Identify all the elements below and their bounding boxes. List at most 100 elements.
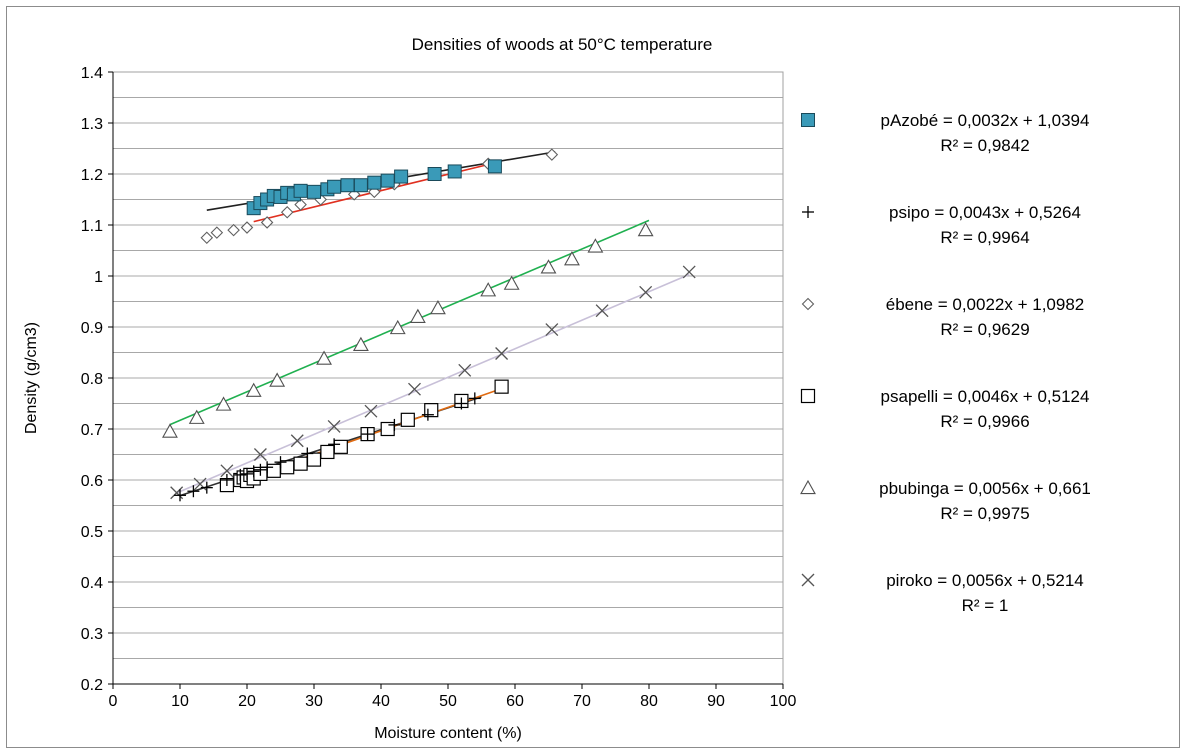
legend-marker-5 bbox=[801, 573, 815, 587]
y-tick-label: 0.4 bbox=[81, 575, 103, 592]
data-point-2 bbox=[545, 148, 559, 161]
x-tick-label: 70 bbox=[573, 693, 591, 710]
data-point-1 bbox=[468, 392, 481, 405]
data-point-4 bbox=[188, 409, 205, 424]
data-point-3 bbox=[494, 379, 509, 394]
data-point-1 bbox=[261, 461, 274, 474]
data-point-0 bbox=[327, 179, 342, 194]
data-point-3 bbox=[293, 456, 308, 471]
chart-frame bbox=[6, 6, 1180, 748]
data-point-0 bbox=[487, 159, 502, 174]
legend-r-squared: R² = 0,9964 bbox=[940, 228, 1029, 247]
data-point-4 bbox=[540, 259, 557, 274]
data-point-0 bbox=[367, 175, 382, 190]
data-point-5 bbox=[364, 404, 378, 418]
data-point-1 bbox=[174, 489, 186, 502]
data-point-2 bbox=[280, 205, 294, 219]
y-tick-label: 1.2 bbox=[81, 167, 103, 184]
legend-r-squared: R² = 1 bbox=[962, 596, 1009, 615]
data-point-4 bbox=[564, 251, 580, 266]
legend-marker-0 bbox=[801, 113, 815, 127]
legend-marker-4 bbox=[800, 479, 816, 495]
data-point-1 bbox=[200, 481, 213, 494]
legend-r-squared: R² = 0,9842 bbox=[940, 136, 1029, 155]
data-point-4 bbox=[352, 336, 369, 352]
data-point-3 bbox=[333, 439, 348, 454]
data-point-4 bbox=[409, 308, 426, 323]
data-point-4 bbox=[215, 396, 232, 411]
data-point-4 bbox=[269, 372, 286, 387]
data-point-3 bbox=[320, 444, 335, 460]
data-point-1 bbox=[455, 397, 468, 410]
x-tick-label: 0 bbox=[109, 693, 118, 710]
y-tick-label: 0.5 bbox=[81, 524, 103, 541]
legend-marker-2 bbox=[801, 297, 815, 311]
data-point-5 bbox=[495, 347, 509, 360]
data-point-4 bbox=[503, 275, 520, 290]
data-point-1 bbox=[274, 456, 287, 469]
data-points bbox=[162, 148, 696, 502]
data-point-4 bbox=[162, 423, 178, 438]
data-point-5 bbox=[458, 363, 472, 377]
data-point-4 bbox=[389, 319, 406, 335]
legend-equation: psipo = 0,0043x + 0,5264 bbox=[889, 203, 1081, 222]
legend-equation: piroko = 0,0056x + 0,5214 bbox=[886, 571, 1084, 590]
data-point-2 bbox=[227, 223, 240, 237]
y-tick-label: 0.2 bbox=[81, 677, 103, 694]
data-point-2 bbox=[260, 216, 274, 229]
data-point-5 bbox=[220, 464, 234, 478]
data-point-0 bbox=[380, 173, 395, 188]
data-point-1 bbox=[328, 438, 341, 451]
legend-equation: pbubinga = 0,0056x + 0,661 bbox=[879, 479, 1091, 498]
data-point-1 bbox=[247, 465, 260, 478]
legend: pAzobé = 0,0032x + 1,0394 R² = 0,9842 psip… bbox=[800, 111, 1091, 615]
y-tick-label: 0.3 bbox=[81, 626, 103, 643]
data-point-5 bbox=[290, 434, 304, 448]
data-point-5 bbox=[408, 382, 421, 396]
legend-r-squared: R² = 0,9629 bbox=[940, 320, 1029, 339]
data-point-5 bbox=[327, 419, 341, 433]
data-point-1 bbox=[241, 467, 253, 480]
x-tick-label: 50 bbox=[439, 693, 457, 710]
data-point-4 bbox=[430, 299, 446, 315]
data-point-1 bbox=[220, 474, 233, 486]
data-point-4 bbox=[316, 350, 332, 365]
data-point-5 bbox=[170, 486, 184, 500]
data-point-1 bbox=[388, 418, 401, 431]
legend-equation: ébene = 0,0022x + 1,0982 bbox=[886, 295, 1085, 314]
data-point-0 bbox=[447, 164, 462, 179]
data-point-1 bbox=[254, 463, 267, 476]
y-tick-label: 1 bbox=[94, 269, 103, 286]
data-point-1 bbox=[187, 485, 200, 498]
data-point-4 bbox=[245, 382, 262, 397]
y-tick-label: 1.4 bbox=[81, 65, 103, 82]
data-point-5 bbox=[595, 304, 609, 318]
legend-marker-3 bbox=[800, 388, 816, 404]
data-point-2 bbox=[294, 198, 307, 211]
data-point-3 bbox=[400, 412, 415, 427]
data-point-0 bbox=[307, 184, 321, 199]
legend-r-squared: R² = 0,9975 bbox=[940, 504, 1029, 523]
data-point-5 bbox=[682, 265, 696, 279]
y-tick-label: 0.6 bbox=[81, 473, 103, 490]
data-point-0 bbox=[340, 178, 355, 193]
legend-equation: psapelli = 0,0046x + 0,5124 bbox=[881, 387, 1090, 406]
y-axis-label: Density (g/cm3) bbox=[23, 322, 40, 434]
data-point-2 bbox=[240, 221, 254, 234]
data-point-0 bbox=[353, 178, 368, 193]
data-point-4 bbox=[587, 238, 604, 253]
data-point-1 bbox=[361, 428, 374, 441]
data-point-0 bbox=[394, 169, 409, 184]
y-tick-label: 1.3 bbox=[81, 116, 103, 133]
data-point-4 bbox=[480, 282, 497, 297]
data-point-2 bbox=[200, 231, 214, 245]
x-tick-label: 30 bbox=[305, 693, 323, 710]
x-tick-label: 80 bbox=[640, 693, 658, 710]
data-point-5 bbox=[253, 448, 267, 461]
data-point-4 bbox=[637, 221, 654, 237]
data-point-5 bbox=[639, 285, 653, 299]
y-tick-label: 0.7 bbox=[81, 422, 103, 439]
data-point-1 bbox=[421, 408, 434, 421]
x-tick-label: 10 bbox=[171, 693, 189, 710]
